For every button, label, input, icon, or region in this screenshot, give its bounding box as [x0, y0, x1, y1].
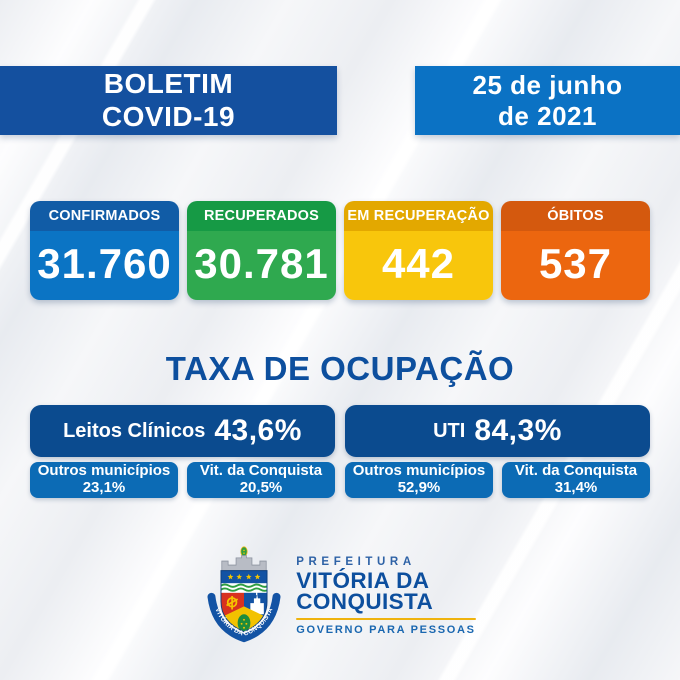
- stat-card-deaths: ÓBITOS 537: [501, 201, 650, 300]
- stat-label: CONFIRMADOS: [30, 201, 179, 231]
- occupancy-item-other-cities: Outros municípios 23,1%: [30, 462, 178, 498]
- bulletin-date: 25 de junho de 2021: [472, 70, 623, 131]
- stat-value: 537: [501, 231, 650, 300]
- occupancy-label: UTI: [433, 419, 466, 442]
- wordmark-city-line1: VITÓRIA DA: [296, 567, 430, 593]
- stat-label: EM RECUPERAÇÃO: [344, 201, 493, 231]
- bulletin-title-banner: BOLETIM COVID-19: [0, 66, 337, 135]
- occupancy-clinical-column: Leitos Clínicos 43,6% Outros municípios …: [30, 405, 335, 498]
- stats-row: CONFIRMADOS 31.760 RECUPERADOS 30.781 EM…: [30, 201, 650, 300]
- occupancy-clinical-breakdown: Outros municípios 23,1% Vit. da Conquist…: [30, 462, 335, 498]
- occupancy-icu-total: UTI 84,3%: [345, 405, 650, 457]
- gold-divider: [296, 617, 476, 621]
- occupancy-label: Leitos Clínicos: [63, 419, 206, 442]
- occupancy-item-conquista: Vit. da Conquista 31,4%: [502, 462, 650, 498]
- stat-value: 30.781: [187, 231, 336, 300]
- wordmark-city-line2: CONQUISTA: [296, 588, 434, 614]
- occupancy-item-conquista: Vit. da Conquista 20,5%: [187, 462, 335, 498]
- stat-card-recovering: EM RECUPERAÇÃO 442: [344, 201, 493, 300]
- occupancy-item-other-cities: Outros municípios 52,9%: [345, 462, 493, 498]
- city-wordmark: PREFEITURA VITÓRIA DA CONQUISTA GOVERNO …: [296, 555, 476, 637]
- stat-card-confirmed: CONFIRMADOS 31.760: [30, 201, 179, 300]
- city-hall-logo: VITÓRIA DA CONQUISTA PREFEITURA VITÓRIA …: [0, 546, 680, 646]
- occupancy-value: 84,3%: [474, 414, 562, 447]
- stat-value: 442: [344, 231, 493, 300]
- bulletin-title: BOLETIM COVID-19: [101, 68, 236, 132]
- stat-label: ÓBITOS: [501, 201, 650, 231]
- stat-value: 31.760: [30, 231, 179, 300]
- wordmark-slogan: GOVERNO PARA PESSOAS: [296, 624, 476, 637]
- occupancy-value: 43,6%: [214, 414, 302, 447]
- stat-card-recovered: RECUPERADOS 30.781: [187, 201, 336, 300]
- occupancy-icu-column: UTI 84,3% Outros municípios 52,9% Vit. d…: [345, 405, 650, 498]
- bulletin-date-banner: 25 de junho de 2021: [415, 66, 680, 135]
- occupancy-section: Leitos Clínicos 43,6% Outros municípios …: [30, 405, 650, 498]
- wordmark-department: PREFEITURA: [296, 555, 416, 568]
- occupancy-title: TAXA DE OCUPAÇÃO: [165, 350, 515, 387]
- stat-label: RECUPERADOS: [187, 201, 336, 231]
- city-coat-of-arms-icon: VITÓRIA DA CONQUISTA: [207, 546, 281, 643]
- occupancy-icu-breakdown: Outros municípios 52,9% Vit. da Conquist…: [345, 462, 650, 498]
- occupancy-clinical-total: Leitos Clínicos 43,6%: [30, 405, 335, 457]
